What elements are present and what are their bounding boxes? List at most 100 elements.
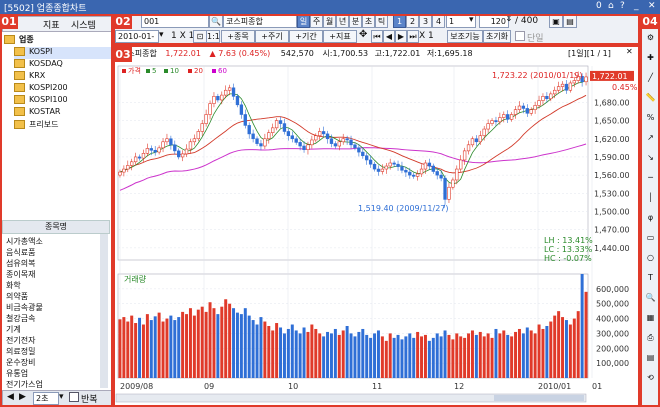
tab-system[interactable]: 시스템 [71, 21, 96, 31]
interval-select[interactable]: 2초 [33, 392, 59, 405]
tree-item[interactable]: KOSPI200 [14, 83, 114, 95]
volume-bar [408, 333, 412, 378]
item-button[interactable]: +종목 [221, 30, 255, 43]
list-item[interactable]: 전기가스업 [6, 380, 43, 389]
date-dropdown-icon[interactable]: ▾ [159, 30, 164, 40]
volume-bar [384, 340, 388, 378]
up-icon[interactable]: ↗ [647, 133, 654, 142]
range-button[interactable]: +기간 [289, 30, 323, 43]
candle-body [192, 138, 197, 143]
prev-icon[interactable]: ◀ [7, 392, 14, 402]
list-scrollbar[interactable] [100, 234, 108, 388]
list-item[interactable]: 기계 [6, 325, 21, 334]
zoom-icon[interactable]: 🔍 [645, 293, 656, 302]
box-icon[interactable]: ▭ [646, 233, 655, 242]
chart-close-icon[interactable]: ✕ [626, 47, 633, 56]
tree-item[interactable]: KOSPI [14, 47, 114, 59]
home-icon[interactable]: ⌂ [608, 1, 614, 11]
scale-label[interactable]: 1 X 1 [171, 31, 195, 41]
refresh-icon[interactable]: ⟲ [647, 373, 654, 382]
period-info: [1일][1 / 1] [568, 49, 611, 58]
stat-lh: LH : 13.41% [544, 236, 593, 245]
reset-button[interactable]: 초기화 [483, 30, 511, 43]
list-item[interactable]: 유통업 [6, 369, 29, 378]
tree-root-industry[interactable]: 업종 [4, 34, 104, 46]
volume-bar [345, 326, 349, 378]
candle-body [384, 165, 388, 170]
candle-body [400, 166, 404, 171]
tree-item[interactable]: KOSPI100 [14, 95, 114, 107]
count-select[interactable]: 1 [446, 15, 476, 28]
print-icon[interactable]: ⎙ [647, 333, 654, 342]
cross-icon[interactable]: ✚ [647, 53, 654, 62]
single-label: 단일 [527, 34, 544, 44]
one-to-one-icon[interactable]: 1:1 [206, 30, 220, 43]
x-label: 2009/08 [120, 382, 153, 391]
prev-page-icon[interactable]: ◀ [383, 30, 395, 43]
period-button[interactable]: +주기 [255, 30, 289, 43]
next-icon[interactable]: ▶ [19, 392, 26, 402]
down-icon[interactable]: ↘ [647, 153, 654, 162]
circle-icon[interactable]: ○ [647, 253, 654, 262]
list-item[interactable]: 의약품 [6, 292, 29, 301]
list-item[interactable]: 전기전자 [6, 336, 36, 345]
count-spinner-icon[interactable]: ⇕ [505, 14, 513, 24]
hline-icon[interactable]: ─ [648, 173, 653, 182]
candle-body [451, 179, 455, 188]
list-item[interactable]: 종이목재 [6, 270, 36, 279]
option-icon[interactable]: 0 [596, 1, 602, 11]
save-icon[interactable]: ▤ [646, 353, 655, 362]
tab-indicator[interactable]: 지표 [43, 21, 60, 31]
grid-icon[interactable]: ▦ [646, 313, 655, 322]
percent-icon[interactable]: % [646, 113, 655, 122]
volume-bar [232, 308, 236, 378]
chart-svg[interactable]: 1,680.00 1,650.00 1,620.00 1,590.00 1,560.00… [114, 46, 641, 406]
tree-item[interactable]: KOSTAR [14, 107, 114, 119]
chart-area[interactable]: 1,680.00 1,650.00 1,620.00 1,590.00 1,560.00… [113, 45, 642, 407]
move-icon[interactable]: ✥ [359, 29, 368, 40]
setting-icon[interactable]: ⚙ [646, 33, 655, 42]
volume-bar [486, 333, 490, 378]
list-item[interactable]: 화학 [6, 281, 21, 290]
text-icon[interactable]: T [648, 273, 653, 282]
list-item[interactable]: 음식료품 [6, 248, 36, 257]
candle-body [188, 141, 193, 150]
list-item[interactable]: 비금속광물 [6, 303, 43, 312]
indicator-button[interactable]: +지표 [323, 30, 357, 43]
candle-body [474, 138, 479, 143]
minimize-button[interactable]: _ [634, 1, 639, 11]
count-dropdown-icon[interactable]: ▾ [469, 15, 474, 25]
candle-body [200, 123, 204, 132]
list-item[interactable]: 운수장비 [6, 358, 36, 367]
close-button[interactable]: ✕ [648, 1, 656, 11]
multiplier-label[interactable]: X 1 [419, 31, 434, 41]
x-label: 10 [288, 382, 298, 391]
candle-body [435, 171, 439, 176]
help-icon[interactable]: ? [620, 1, 625, 11]
last-icon[interactable]: ⏭ [407, 30, 419, 43]
info-price: 1,722.01 [165, 49, 201, 58]
candle-body [337, 141, 341, 147]
vline-icon[interactable]: │ [648, 193, 653, 202]
ruler-icon[interactable]: 📏 [645, 93, 656, 102]
tree-item[interactable]: KOSDAQ [14, 59, 114, 71]
tree-item[interactable]: KRX [14, 71, 114, 83]
aux-button[interactable]: 보조기능 [447, 30, 483, 43]
single-checkbox[interactable] [515, 31, 525, 41]
volume-tick: 500,000 [596, 300, 629, 309]
list-item[interactable]: 섬유의복 [6, 259, 36, 268]
volume-bar [224, 299, 228, 378]
tree-item[interactable]: 프리보드 [14, 119, 114, 131]
first-icon[interactable]: ⏮ [371, 30, 383, 43]
candle-body [247, 125, 251, 135]
period-3-button[interactable]: 년 [336, 15, 349, 28]
list-item[interactable]: 철강금속 [6, 314, 36, 323]
list-item[interactable]: 의료정밀 [6, 347, 36, 356]
line-icon[interactable]: ╱ [648, 73, 653, 82]
fib-icon[interactable]: φ [647, 213, 654, 222]
list-item[interactable]: 시가총액소 [6, 237, 43, 246]
repeat-checkbox[interactable] [69, 392, 79, 402]
period-6-button[interactable]: 틱 [375, 15, 388, 28]
interval-dropdown-icon[interactable]: ▾ [59, 392, 64, 402]
next-page-icon[interactable]: ▶ [395, 30, 407, 43]
